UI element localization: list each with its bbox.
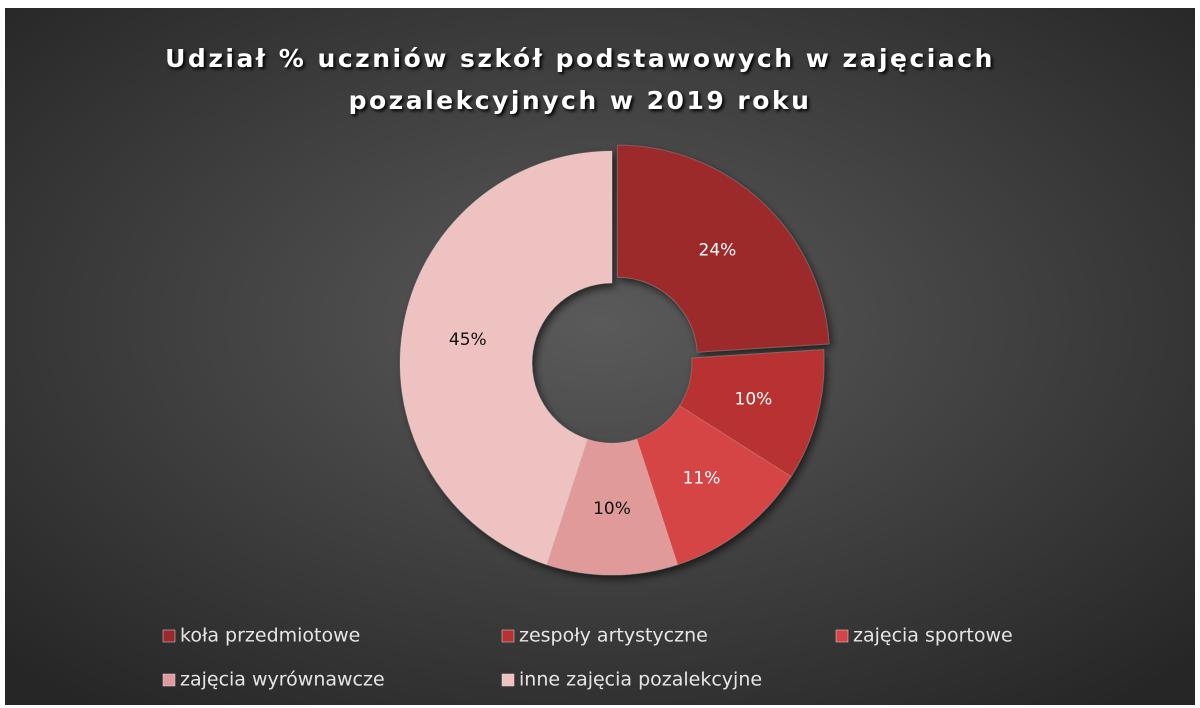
data-label: 45% bbox=[449, 330, 487, 350]
data-label: 24% bbox=[699, 241, 737, 261]
legend-label: koła przedmiotowe bbox=[180, 625, 360, 647]
legend-swatch bbox=[162, 673, 176, 687]
legend-swatch bbox=[162, 629, 176, 643]
legend-label: zajęcia sportowe bbox=[853, 625, 1013, 647]
donut-slice bbox=[399, 150, 613, 566]
donut-slice bbox=[616, 144, 830, 353]
donut-slice bbox=[636, 405, 792, 566]
legend-swatch bbox=[835, 629, 849, 643]
data-label: 10% bbox=[735, 389, 773, 409]
legend-swatch bbox=[501, 629, 515, 643]
legend-label: zajęcia wyrównawcze bbox=[180, 669, 385, 691]
legend-label: inne zajęcia pozalekcyjne bbox=[519, 669, 762, 691]
legend-swatch bbox=[501, 673, 515, 687]
data-label: 10% bbox=[593, 499, 631, 519]
legend-label: zespoły artystyczne bbox=[519, 625, 708, 647]
chart-background bbox=[5, 8, 1195, 705]
data-label: 11% bbox=[683, 468, 721, 488]
donut bbox=[399, 144, 830, 576]
chart-title: Udział % uczniów szkół podstawowych w za… bbox=[165, 44, 995, 115]
